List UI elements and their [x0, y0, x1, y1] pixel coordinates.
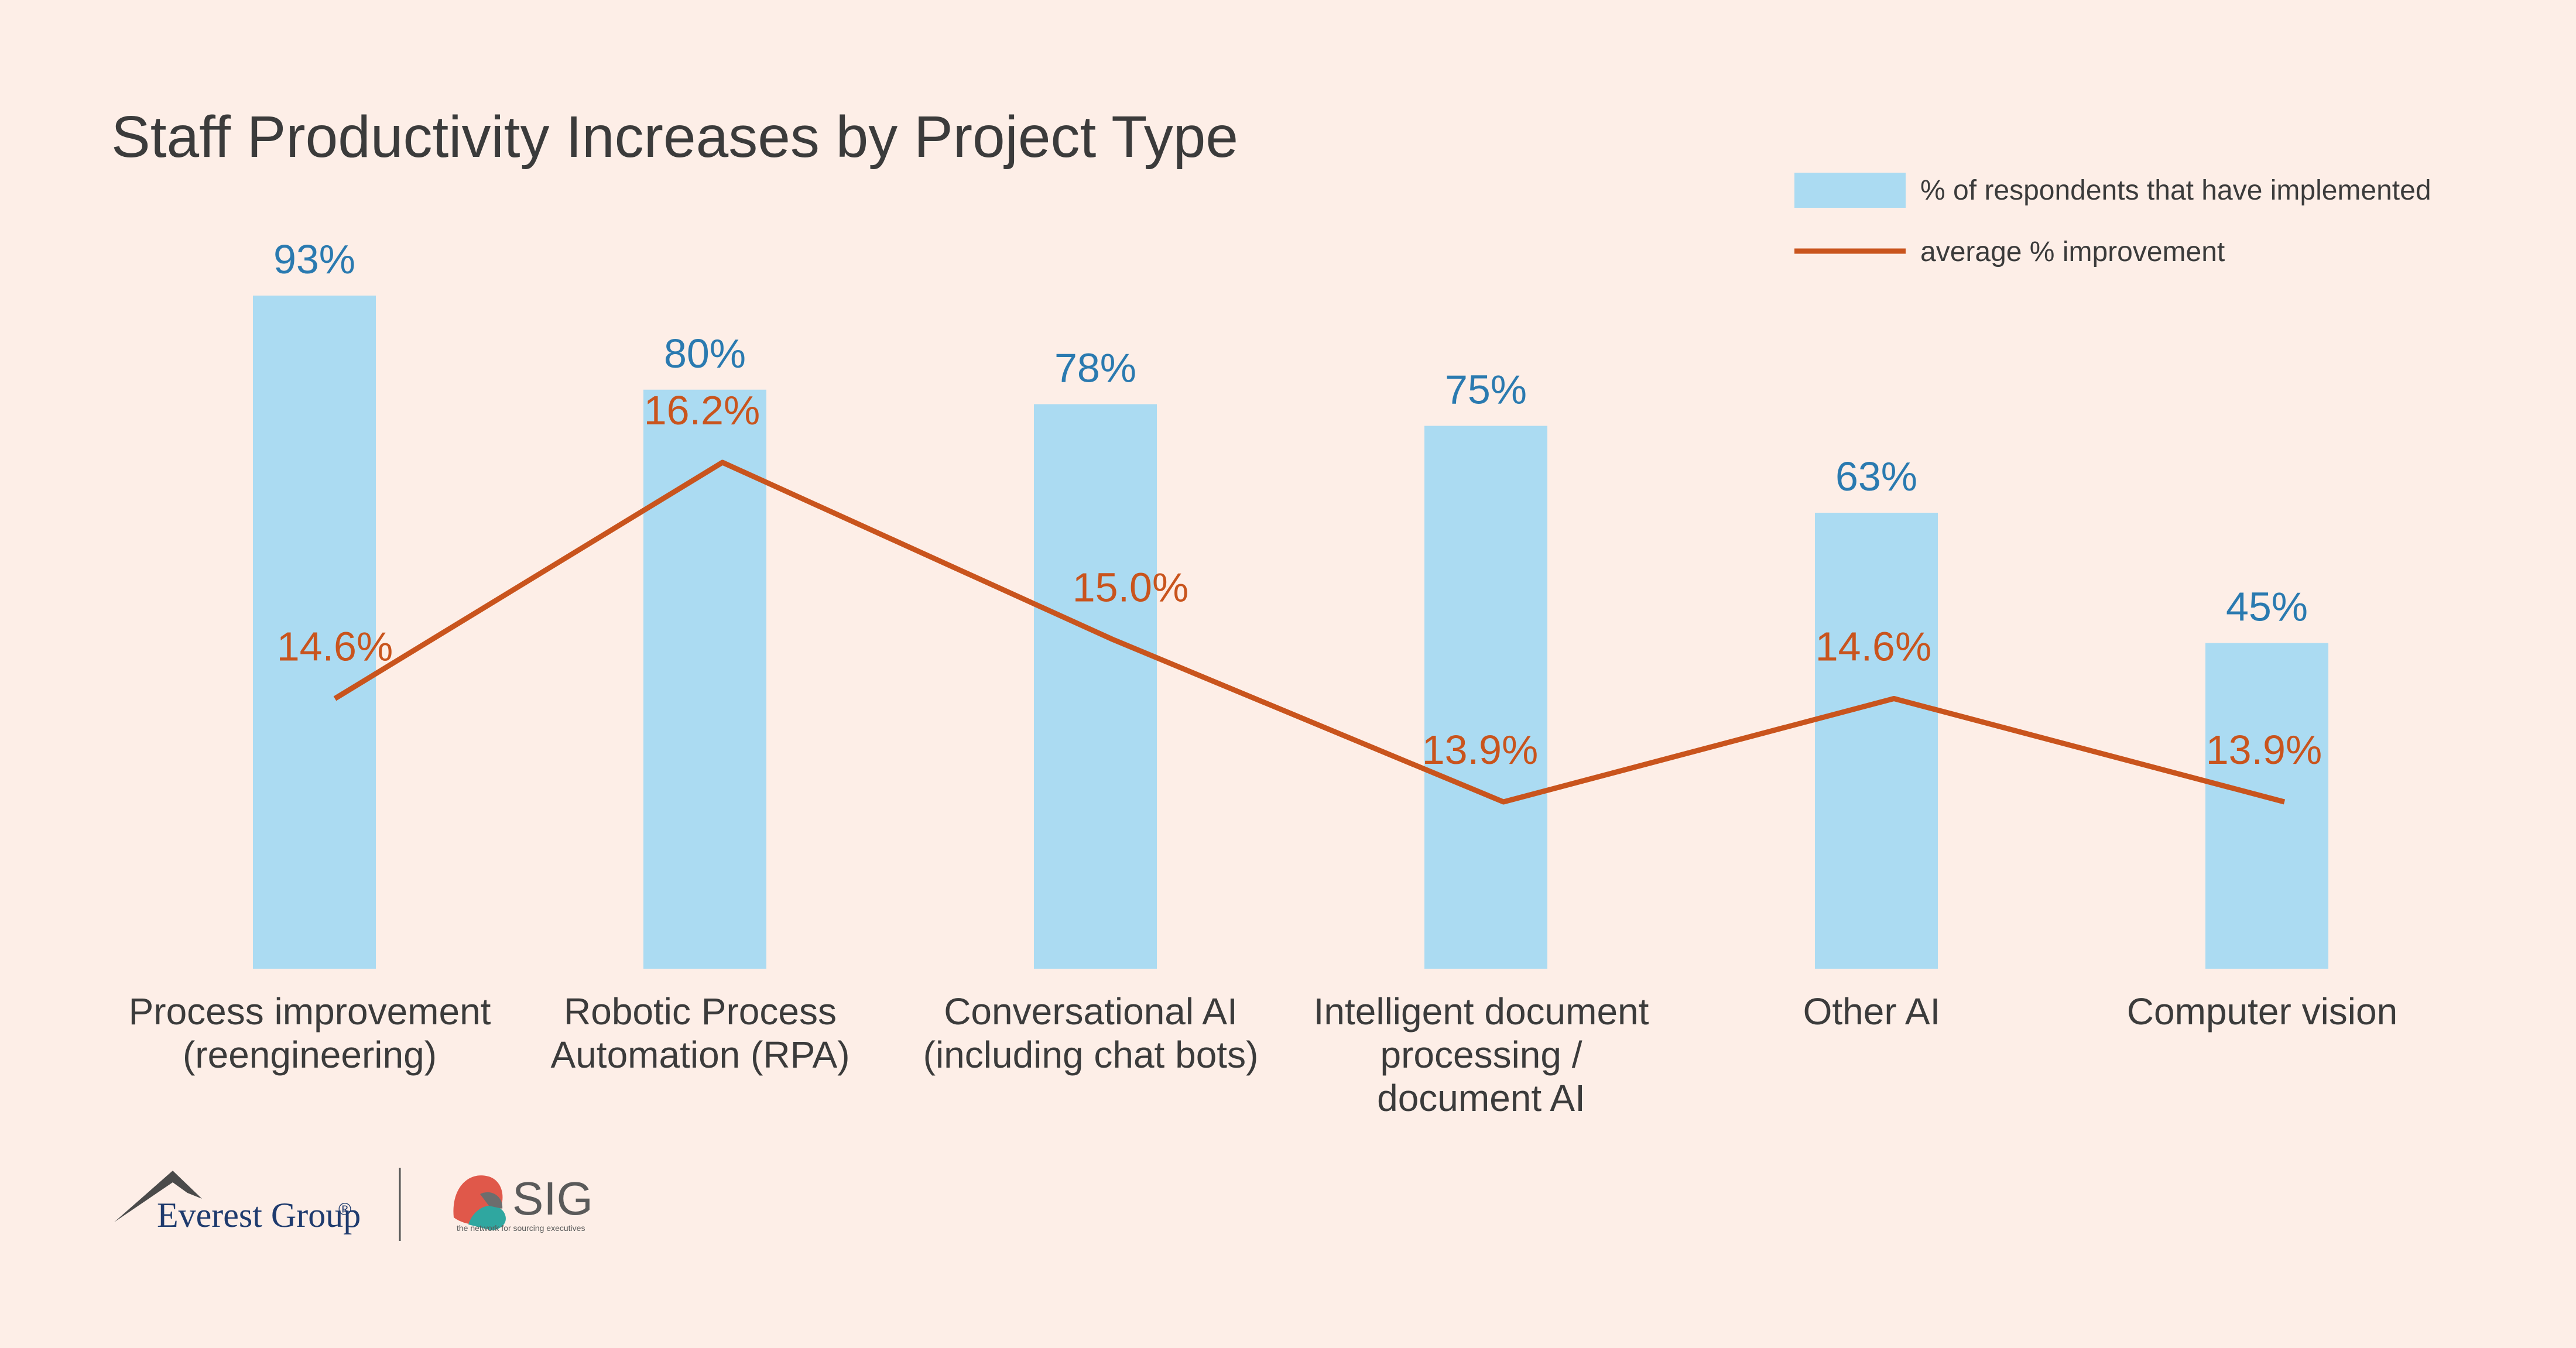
category-label-line: Conversational AI [944, 990, 1238, 1033]
category-label-line: Intelligent document [1314, 990, 1649, 1033]
bar-value-label-5: 63% [1835, 454, 1917, 499]
category-label-3: Conversational AI (including chat bots) [923, 990, 1259, 1076]
category-label-line: document AI [1377, 1077, 1585, 1119]
category-label-1: Process improvement (reengineering) [129, 990, 491, 1076]
line-value-label-4: 13.9% [1422, 727, 1538, 773]
bar-value-label-3: 78% [1054, 345, 1136, 390]
bar-value-label-1: 93% [273, 236, 355, 282]
legend-label-line: average % improvement [1920, 236, 2225, 267]
bar-series [253, 296, 2328, 969]
category-label-line: (including chat bots) [923, 1034, 1259, 1076]
chart-title: Staff Productivity Increases by Project … [111, 104, 1238, 170]
category-label-line: processing / [1380, 1034, 1582, 1076]
everest-mountain-icon [114, 1171, 202, 1222]
bar-value-label-2: 80% [664, 331, 746, 376]
line-value-label-1: 14.6% [277, 623, 393, 669]
category-labels: Process improvement (reengineering) Roboti… [129, 990, 2398, 1119]
bar-2 [643, 389, 766, 969]
everest-group-wordmark: Everest Group [157, 1196, 361, 1234]
bar-1 [253, 296, 376, 969]
bar-6 [2205, 643, 2328, 969]
category-label-line: Other AI [1803, 990, 1941, 1033]
category-label-4: Intelligent document processing / document… [1314, 990, 1649, 1119]
everest-registered-mark: ® [338, 1200, 351, 1219]
category-label-6: Computer vision [2127, 990, 2397, 1033]
line-value-label-6: 13.9% [2206, 727, 2322, 773]
sig-tagline: the network for sourcing executives [457, 1223, 585, 1233]
sig-logo: SIG the network for sourcing executives [453, 1172, 593, 1233]
bar-5 [1815, 512, 1938, 969]
category-label-line: Robotic Process [564, 990, 837, 1033]
line-value-label-2: 16.2% [644, 387, 760, 433]
line-value-labels: 14.6% 16.2% 15.0% 13.9% 14.6% 13.9% [277, 387, 2322, 773]
line-value-label-5: 14.6% [1815, 623, 1931, 669]
bar-value-label-4: 75% [1445, 367, 1527, 413]
sig-wordmark: SIG [512, 1172, 593, 1224]
bar-value-label-6: 45% [2226, 584, 2308, 630]
category-label-line: Process improvement [129, 990, 491, 1033]
line-series [333, 459, 2286, 805]
line-value-label-3: 15.0% [1073, 565, 1188, 610]
everest-group-logo: Everest Group ® [114, 1171, 361, 1234]
category-label-2: Robotic Process Automation (RPA) [551, 990, 850, 1076]
legend-label-bars: % of respondents that have implemented [1920, 175, 2431, 206]
category-label-5: Other AI [1803, 990, 1941, 1033]
average-improvement-line [333, 459, 2286, 805]
bar-3 [1034, 404, 1157, 969]
category-label-line: (reengineering) [183, 1034, 437, 1076]
category-label-line: Computer vision [2127, 990, 2397, 1033]
legend: % of respondents that have implemented a… [1794, 173, 2431, 267]
bar-value-labels: 93% 80% 78% 75% 63% 45% [273, 236, 2308, 630]
legend-swatch-bars [1794, 173, 1906, 208]
bar-4 [1424, 426, 1547, 969]
category-label-line: Automation (RPA) [551, 1034, 850, 1076]
